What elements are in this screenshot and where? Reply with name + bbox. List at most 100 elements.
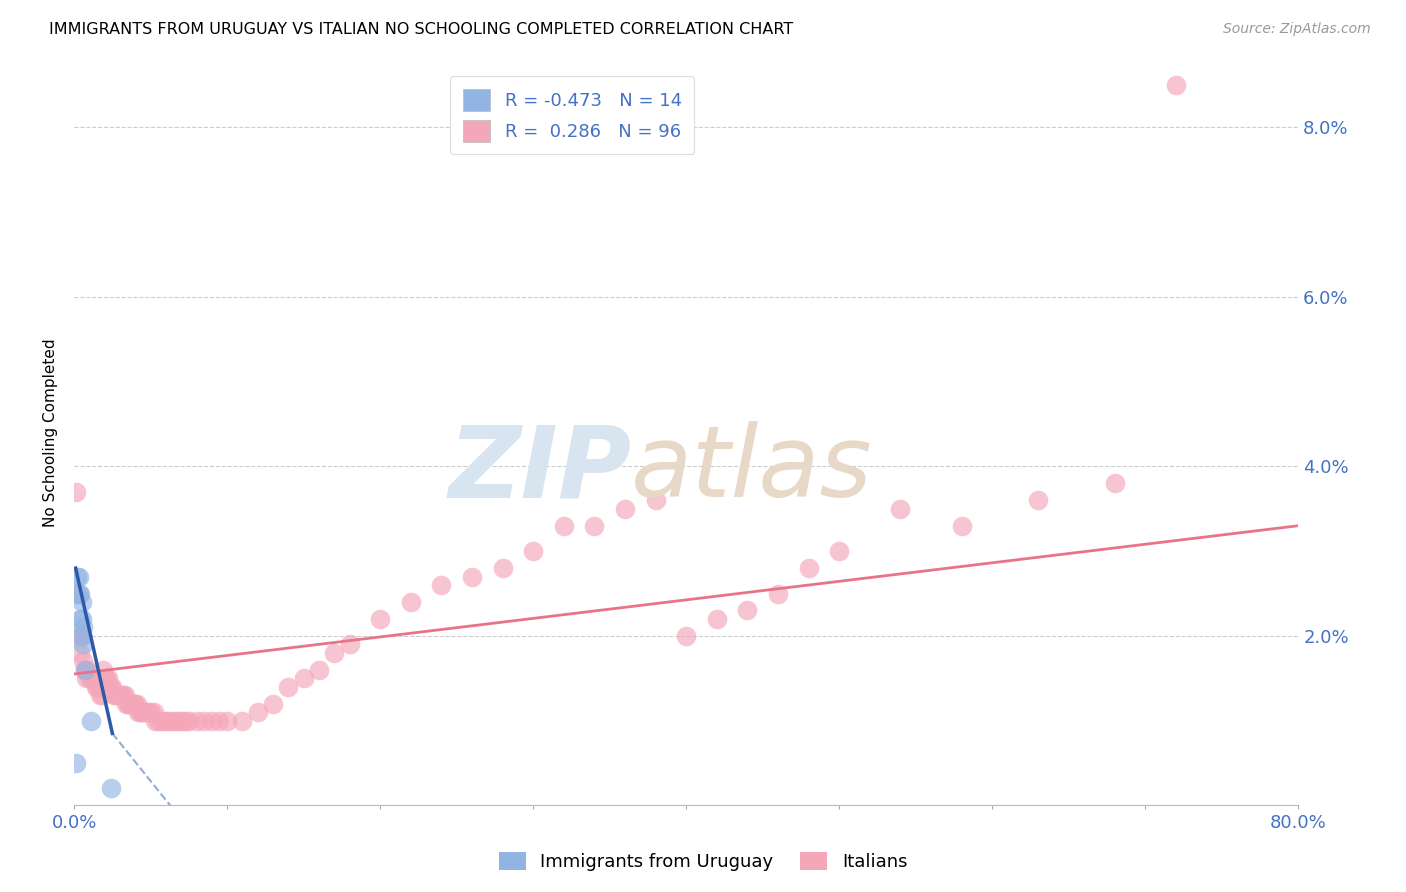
Point (889, 501, 911, 516)
Text: atlas: atlas (631, 421, 873, 518)
Point (122, 697, 145, 711)
Point (174, 714, 197, 728)
Point (67, 569, 90, 583)
Point (553, 518, 575, 533)
Point (368, 612, 391, 626)
Point (65, 484, 87, 499)
Point (90, 688, 112, 702)
Point (100, 680, 122, 694)
Point (430, 578, 453, 592)
Point (399, 595, 422, 609)
Point (80, 714, 103, 728)
Point (108, 688, 131, 702)
Point (1026, 493, 1049, 508)
Point (1104, 476, 1126, 491)
Point (246, 705, 269, 719)
Point (69, 646, 91, 660)
Point (150, 714, 173, 728)
Point (66, 586, 89, 600)
Point (105, 688, 128, 702)
Point (177, 714, 200, 728)
Point (79, 671, 101, 685)
Point (201, 714, 224, 728)
Legend: R = -0.473   N = 14, R =  0.286   N = 96: R = -0.473 N = 14, R = 0.286 N = 96 (450, 76, 695, 154)
Point (96, 671, 118, 685)
Point (675, 629, 697, 643)
Point (67, 586, 90, 600)
Point (118, 697, 141, 711)
Point (101, 680, 124, 694)
Point (72, 637, 94, 651)
Point (153, 714, 176, 728)
Point (231, 714, 253, 728)
Point (142, 705, 165, 719)
Point (766, 586, 789, 600)
Point (186, 714, 208, 728)
Point (84, 680, 107, 694)
Point (172, 714, 194, 728)
Point (83, 671, 105, 685)
Point (120, 697, 142, 711)
Point (121, 697, 143, 711)
Point (208, 714, 231, 728)
Point (193, 714, 215, 728)
Text: IMMIGRANTS FROM URUGUAY VS ITALIAN NO SCHOOLING COMPLETED CORRELATION CHART: IMMIGRANTS FROM URUGUAY VS ITALIAN NO SC… (49, 22, 793, 37)
Point (128, 705, 150, 719)
Point (217, 714, 239, 728)
Point (112, 688, 135, 702)
Point (491, 561, 513, 575)
Point (103, 688, 125, 702)
Point (950, 518, 973, 533)
Point (828, 544, 851, 558)
Point (136, 705, 159, 719)
Point (132, 705, 155, 719)
Point (75, 671, 97, 685)
Point (100, 781, 122, 796)
Point (70, 629, 93, 643)
Point (93, 671, 115, 685)
Point (169, 714, 191, 728)
Legend: Immigrants from Uruguay, Italians: Immigrants from Uruguay, Italians (491, 845, 915, 879)
Point (277, 680, 299, 694)
Point (91, 663, 114, 677)
Text: Source: ZipAtlas.com: Source: ZipAtlas.com (1223, 22, 1371, 37)
Point (644, 493, 666, 508)
Point (797, 561, 820, 575)
Point (80, 671, 103, 685)
Point (70, 595, 93, 609)
Point (614, 501, 637, 516)
Point (70, 612, 93, 626)
Point (97, 671, 120, 685)
Point (323, 646, 346, 660)
Point (159, 714, 181, 728)
Point (308, 663, 330, 677)
Point (166, 714, 188, 728)
Point (148, 714, 170, 728)
Point (292, 671, 315, 685)
Text: ZIP: ZIP (449, 421, 631, 518)
Point (706, 612, 728, 626)
Point (82, 671, 104, 685)
Y-axis label: No Schooling Completed: No Schooling Completed (44, 338, 58, 527)
Point (125, 697, 148, 711)
Point (461, 569, 484, 583)
Point (72, 620, 94, 634)
Point (139, 705, 162, 719)
Point (115, 697, 138, 711)
Point (583, 518, 606, 533)
Point (162, 714, 184, 728)
Point (104, 688, 127, 702)
Point (69, 586, 91, 600)
Point (124, 697, 146, 711)
Point (76, 663, 98, 677)
Point (135, 705, 157, 719)
Point (127, 705, 149, 719)
Point (73, 663, 96, 677)
Point (522, 544, 544, 558)
Point (73, 663, 96, 677)
Point (156, 714, 179, 728)
Point (89, 688, 111, 702)
Point (117, 697, 139, 711)
Point (75, 663, 97, 677)
Point (114, 688, 136, 702)
